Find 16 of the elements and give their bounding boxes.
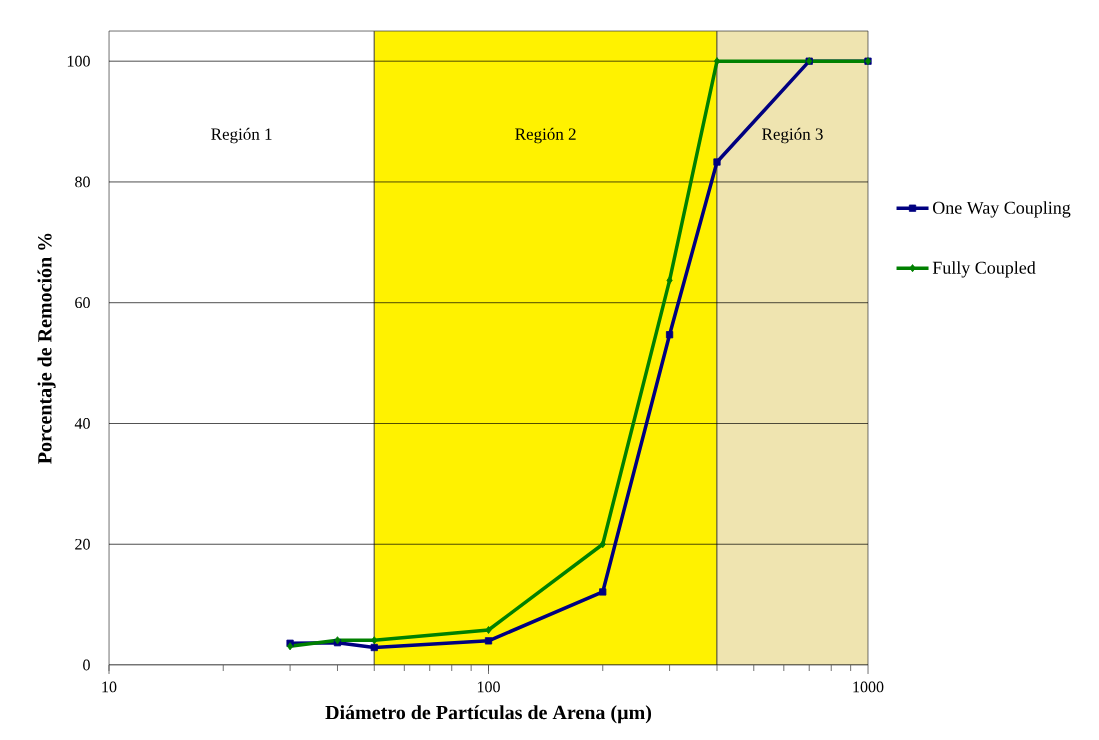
legend-label: Fully Coupled (932, 261, 1036, 278)
y-tick-label: 0 (83, 659, 90, 671)
y-tick-label: 40 (74, 418, 90, 429)
x-tick-label: 100 (477, 681, 500, 693)
band-label: Región 1 (211, 127, 272, 144)
y-tick-label: 20 (75, 538, 90, 550)
x-tick-label: 10 (102, 681, 117, 693)
x-tick-label: 1000 (853, 681, 884, 693)
y-tick-label: 100 (67, 55, 90, 67)
legend-label: One Way Coupling (933, 201, 1071, 218)
y-tick-label: 80 (75, 176, 90, 188)
x-axis-title: Diámetro de Partículas de Arena (µm) (325, 705, 652, 724)
band-label: Región 2 (515, 127, 576, 144)
y-axis-title: Porcentaje de Remoción % (37, 233, 56, 464)
band-label: Región 3 (762, 127, 823, 144)
y-tick-label: 60 (75, 297, 90, 309)
